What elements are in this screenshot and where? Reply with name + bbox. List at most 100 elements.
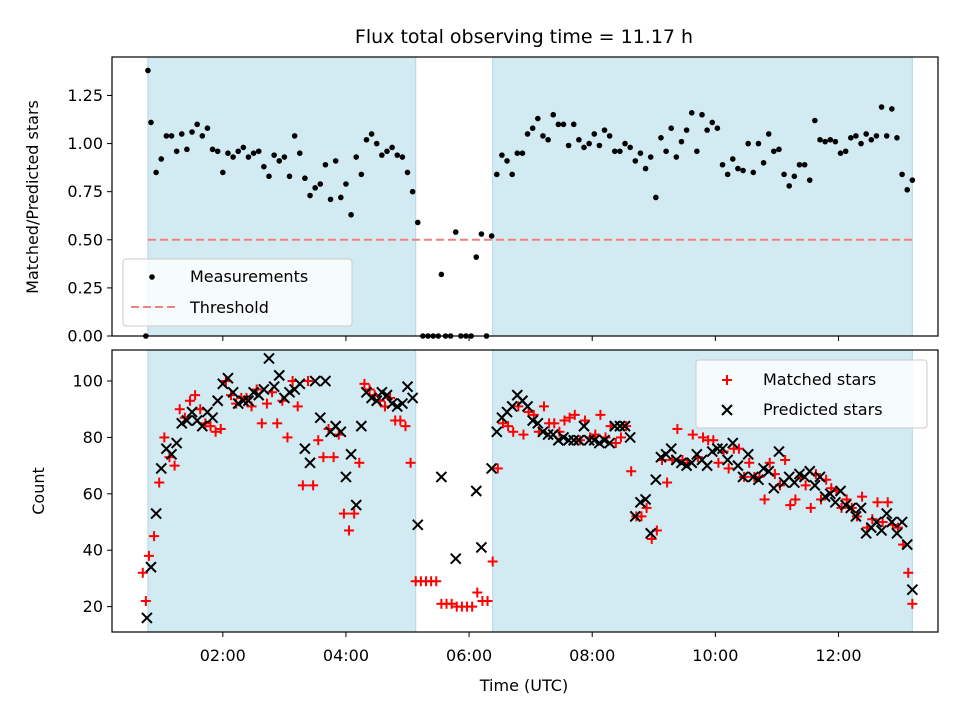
matched-star-point	[744, 457, 755, 468]
matched-star-point	[518, 429, 529, 440]
matched-star-point	[662, 477, 673, 488]
measurement-point	[307, 192, 313, 199]
measurement-point	[750, 169, 757, 176]
measurement-point	[822, 138, 828, 145]
predicted-star-point	[406, 392, 419, 404]
measurement-point	[389, 144, 395, 151]
measurement-point	[755, 140, 762, 147]
bottom-legend-box	[695, 359, 928, 429]
predicted-star-point	[155, 462, 167, 475]
measurement-point	[266, 173, 272, 180]
matched-star-point	[143, 550, 154, 561]
matched-star-point	[431, 576, 442, 587]
measurement-point	[194, 121, 200, 128]
measurement-point	[338, 194, 344, 201]
measurement-point	[529, 125, 536, 131]
measurement-point	[627, 144, 633, 151]
matched-star-point	[482, 595, 493, 606]
matched-star-point	[344, 525, 355, 536]
measurement-point	[214, 148, 221, 155]
measurement-point	[817, 136, 823, 143]
measurement-point	[332, 158, 339, 164]
bottom-panel: 20 40 60 80 100 02:00 04:00 06:00 08:00 10:00 12:…	[29, 349, 939, 695]
measurement-point	[235, 148, 242, 155]
measurement-point	[478, 231, 485, 237]
measurement-point	[653, 194, 659, 201]
matched-star-point	[636, 511, 647, 522]
predicted-star-point	[350, 499, 362, 511]
predicted-star-point	[845, 502, 857, 514]
predicted-star-point	[314, 411, 327, 424]
measurement-point	[493, 171, 500, 178]
measurement-point	[291, 133, 298, 139]
measurement-point	[199, 133, 206, 139]
predicted-star-point	[450, 552, 462, 565]
measurement-point	[694, 148, 700, 155]
predicted-star-point	[491, 426, 503, 438]
measurement-point	[724, 171, 731, 178]
measurement-point	[719, 161, 726, 168]
measurement-point	[368, 131, 375, 137]
measurement-point	[688, 110, 695, 116]
measurement-point	[245, 154, 252, 160]
measurement-point	[555, 121, 562, 128]
measurement-point	[414, 219, 421, 226]
predicted-star-point	[732, 459, 744, 472]
matched-star-point	[210, 426, 221, 437]
predicted-star-point	[381, 389, 393, 401]
measurement-point	[220, 169, 226, 176]
predicted-star-point	[624, 431, 636, 444]
x-tick-label: 12:00	[815, 646, 861, 665]
measurement-point	[812, 117, 818, 124]
x-tick-label: 04:00	[323, 646, 369, 665]
matched-star-point	[318, 452, 329, 463]
measurement-point	[909, 177, 916, 183]
measurement-point	[899, 171, 905, 178]
top-axes-frame	[111, 56, 939, 337]
measurement-point	[302, 175, 308, 182]
matched-star-point	[359, 378, 370, 389]
measurement-point	[524, 131, 531, 137]
matched-star-point	[672, 423, 683, 434]
measurement-point	[709, 119, 716, 126]
x-axis-label: Time (UTC)	[479, 676, 568, 695]
measurement-point	[509, 171, 515, 178]
top-legend-box	[122, 258, 353, 327]
measurement-point	[889, 106, 895, 112]
measurement-point	[317, 181, 324, 187]
legend-marker-measurements	[149, 274, 155, 280]
predicted-star-point	[809, 479, 821, 492]
measurement-point	[576, 136, 582, 143]
measurement-point	[796, 161, 803, 168]
measurement-point	[596, 142, 603, 149]
measurement-point	[858, 140, 864, 147]
predicted-star-point	[578, 420, 590, 432]
y-tick-label: 40	[83, 541, 103, 560]
matched-star-point	[800, 480, 811, 491]
measurement-point	[847, 135, 854, 141]
measurement-point	[827, 136, 834, 143]
y-tick-label: 0.25	[67, 278, 103, 297]
measurement-point	[204, 125, 211, 131]
matched-star-point	[805, 502, 816, 513]
predicted-star-point	[701, 459, 713, 472]
predicted-star-point	[299, 442, 311, 455]
y-tick-label: 80	[83, 428, 103, 447]
predicted-star-point	[141, 612, 153, 624]
matched-star-point	[857, 491, 868, 502]
measurement-point	[261, 163, 267, 170]
y-tick-label: 1.25	[67, 86, 103, 105]
matched-star-point	[626, 466, 637, 477]
predicted-star-point	[834, 485, 847, 497]
measurement-point	[230, 154, 236, 160]
predicted-star-point	[686, 457, 698, 469]
predicted-star-point	[870, 516, 883, 528]
measurement-point	[714, 125, 721, 131]
measurement-point	[837, 150, 844, 157]
measurement-point	[348, 211, 354, 218]
y-tick-label: 1.00	[67, 134, 103, 153]
measurement-point	[286, 173, 293, 180]
measurement-point	[240, 144, 247, 151]
measurement-point	[760, 160, 767, 166]
measurement-point	[363, 136, 370, 143]
